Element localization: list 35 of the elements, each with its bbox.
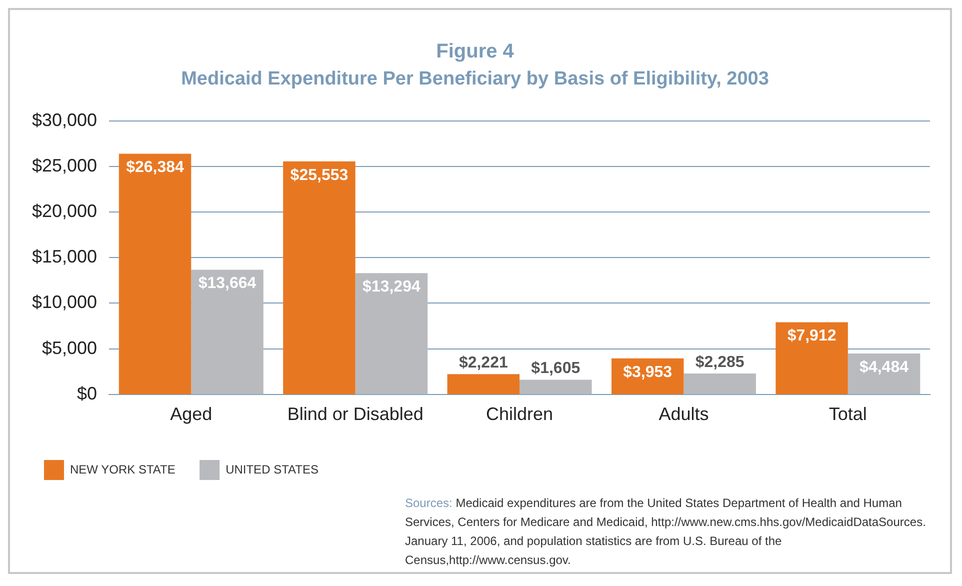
x-tick-label: Blind or Disabled <box>287 404 424 424</box>
data-label: $13,664 <box>198 275 256 292</box>
y-tick-label: $5,000 <box>42 338 98 358</box>
bar <box>283 161 356 394</box>
x-tick-label: Adults <box>658 404 709 424</box>
x-tick-label: Children <box>486 404 554 424</box>
data-label: $25,553 <box>290 166 348 184</box>
data-label: $2,285 <box>695 354 744 371</box>
bar <box>355 273 428 394</box>
bar <box>776 322 848 394</box>
data-label: $3,953 <box>623 364 672 381</box>
data-label: $7,912 <box>787 328 836 345</box>
data-label: $1,605 <box>531 360 580 378</box>
data-label: $4,484 <box>860 358 909 376</box>
bar <box>684 374 756 394</box>
y-tick-label: $20,000 <box>32 200 98 221</box>
y-tick-label: $15,000 <box>32 246 98 267</box>
bar <box>520 380 592 394</box>
y-tick-label: $30,000 <box>32 110 98 130</box>
chart-title: Figure 4 <box>436 40 515 63</box>
data-label: $2,221 <box>458 354 508 372</box>
legend-label: UNITED STATES <box>226 462 318 476</box>
data-label: $26,384 <box>126 159 184 176</box>
bar <box>191 270 264 394</box>
y-tick-label: $10,000 <box>32 292 98 312</box>
source-note: Sources: Medicaid expenditures are from the United States Department of Health and Human Services, Centers for Medicare and Medicaid, http://www.new.cms.hhs.gov/MedicaidDataSources. January 11, 2006, and population statistics are from U.S. Bureau of the Census,http://www.census.gov. <box>405 496 926 567</box>
y-tick-label: $0 <box>77 383 98 404</box>
x-tick-label: Aged <box>170 404 212 424</box>
data-label: $13,294 <box>362 278 420 296</box>
legend-label: NEW YORK STATE <box>70 462 176 476</box>
bar <box>447 374 520 394</box>
chart-subtitle: Medicaid Expenditure Per Beneficiary by Basis of Eligibility, 2003 <box>181 68 769 90</box>
y-tick-label: $25,000 <box>32 155 98 176</box>
bar <box>118 154 192 394</box>
x-tick-label: Total <box>828 404 867 424</box>
